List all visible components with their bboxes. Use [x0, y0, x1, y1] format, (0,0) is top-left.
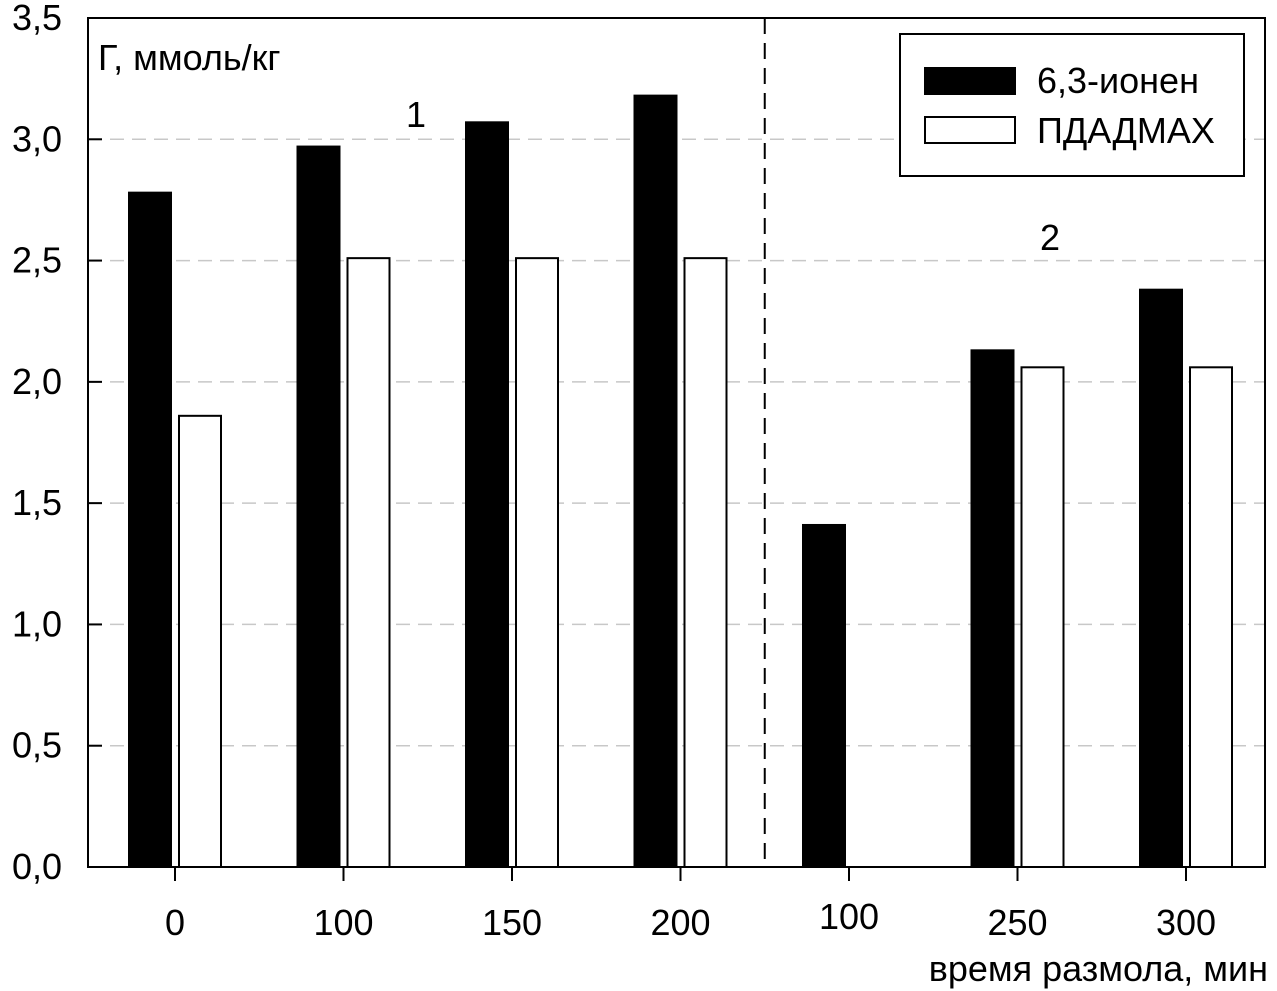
y-axis-ticks: 0,0 0,5 1,0 1,5 2,0 2,5 3,0 3,5	[12, 0, 102, 887]
legend: 6,3-ионен ПДАДМАХ	[899, 33, 1245, 177]
x-tick-label: 150	[482, 902, 542, 943]
bar-series-2	[346, 257, 391, 869]
group-label-2: 2	[1040, 217, 1060, 258]
bar-series-2	[1020, 366, 1065, 868]
y-tick-label: 1,5	[12, 482, 62, 523]
bar-series-1	[1139, 288, 1183, 868]
legend-label-series-2: ПДАДМАХ	[1037, 110, 1215, 151]
x-tick-label: 100	[819, 896, 879, 937]
bar-series-1	[802, 523, 846, 869]
x-tick-label: 300	[1156, 902, 1216, 943]
bar-series-1	[465, 121, 509, 868]
x-tick-label: 250	[987, 902, 1047, 943]
y-tick-label: 0,5	[12, 725, 62, 766]
x-tick-label: 100	[313, 902, 373, 943]
x-axis-ticks: 0 100 150 200 100 250 300	[165, 867, 1216, 943]
y-tick-label: 1,0	[12, 603, 62, 644]
y-tick-label: 0,0	[12, 846, 62, 887]
plot-frame	[87, 17, 1266, 868]
y-tick-label: 3,0	[12, 118, 62, 159]
bar-series-2	[1189, 366, 1233, 868]
legend-swatch-series-1	[924, 67, 1016, 95]
legend-swatch-series-2	[924, 116, 1016, 144]
y-tick-label: 2,5	[12, 240, 62, 281]
legend-label-series-1: 6,3-ионен	[1037, 60, 1199, 101]
bar-series-2	[178, 414, 222, 868]
bar-series-1	[633, 94, 678, 868]
bar-series-1	[296, 145, 341, 868]
x-tick-label: 0	[165, 902, 185, 943]
legend-box	[899, 33, 1245, 177]
bar-series-1	[128, 191, 172, 868]
bar-series-1	[970, 349, 1015, 868]
y-tick-label: 2,0	[12, 361, 62, 402]
bars	[128, 94, 1233, 869]
y-axis-label: Г, ммоль/кг	[98, 37, 280, 78]
group-label-1: 1	[406, 94, 426, 135]
y-tick-label: 3,5	[12, 0, 62, 38]
x-tick-label: 200	[650, 902, 710, 943]
bar-series-2	[515, 257, 559, 869]
x-axis-label: время размола, мин	[929, 948, 1268, 989]
bar-series-2	[683, 257, 728, 869]
